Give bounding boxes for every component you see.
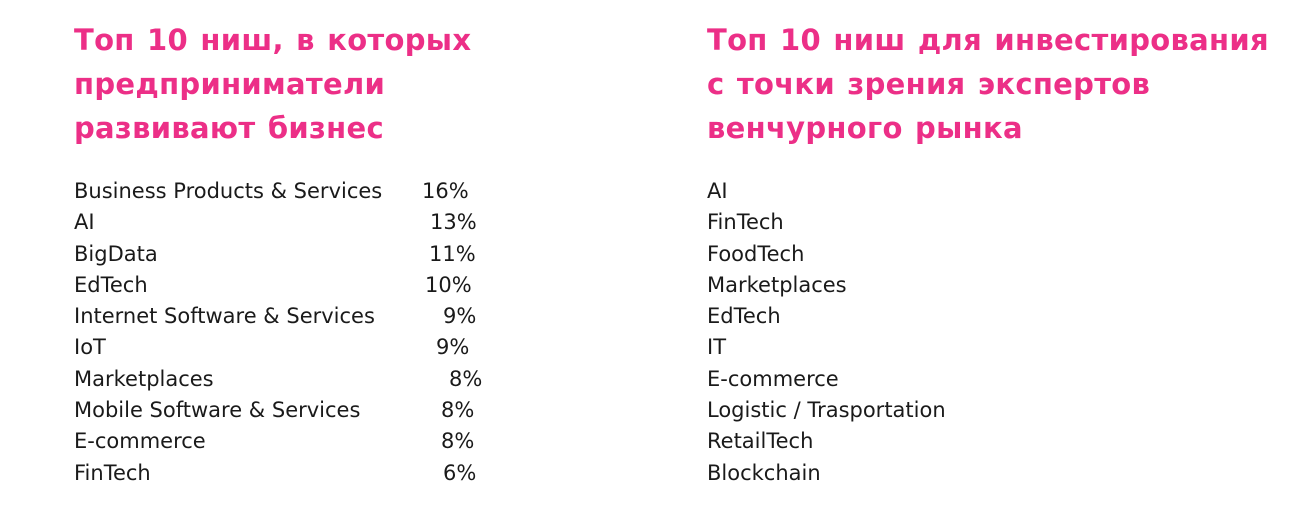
title-line: развивают бизнес <box>74 111 384 145</box>
niche-percent: 13% <box>430 210 477 235</box>
list-item: RetailTech <box>707 429 814 454</box>
list-item: AI <box>707 179 728 203</box>
entrepreneurs-niches-list: Business Products & Services 16% AI 13% Bi… <box>74 176 554 489</box>
niche-percent: 11% <box>429 241 476 266</box>
list-item: Logistic / Trasportation <box>707 398 946 423</box>
list-item: Marketplaces 8% <box>74 364 554 395</box>
title-line: Топ 10 ниш для инвестирования <box>707 23 1269 57</box>
list-item: Marketplaces <box>707 272 847 297</box>
niche-label: Marketplaces <box>74 366 214 391</box>
investors-niches-title: Топ 10 ниш для инвестирования с точки зр… <box>707 18 1269 150</box>
niche-label: E-commerce <box>74 429 206 454</box>
list-item: E-commerce 8% <box>74 426 554 457</box>
niche-percent: 8% <box>449 366 483 391</box>
niche-label: Business Products & Services <box>74 179 383 203</box>
list-item: IoT 9% <box>74 332 554 363</box>
title-line: с точки зрения экспертов <box>707 67 1151 101</box>
list-item: Internet Software & Services 9% <box>74 301 554 332</box>
niche-label: Internet Software & Services <box>74 304 375 329</box>
title-line: предприниматели <box>74 67 386 101</box>
list-item: FoodTech <box>707 241 805 266</box>
list-item: BigData 11% <box>74 239 554 270</box>
list-item: IT <box>707 335 727 360</box>
list-item: AI 13% <box>74 207 554 238</box>
investors-niches-section: Топ 10 ниш для инвестирования с точки зр… <box>707 18 1269 485</box>
niche-label: EdTech <box>74 272 148 297</box>
niche-label: Mobile Software & Services <box>74 398 361 423</box>
niche-label: IoT <box>74 335 106 360</box>
niche-percent: 6% <box>443 460 477 485</box>
niche-percent: 16% <box>422 179 469 203</box>
niche-label: BigData <box>74 241 158 266</box>
title-line: венчурного рынка <box>707 111 1023 145</box>
niche-label: AI <box>74 210 95 235</box>
niche-percent: 9% <box>443 304 477 329</box>
list-item: E-commerce <box>707 366 839 391</box>
list-item: Mobile Software & Services 8% <box>74 395 554 426</box>
niche-percent: 9% <box>436 335 470 360</box>
niche-label: FinTech <box>74 460 151 485</box>
list-item: Blockchain <box>707 460 821 485</box>
entrepreneurs-niches-title: Топ 10 ниш, в которых предприниматели ра… <box>74 18 594 150</box>
list-item: EdTech <box>707 304 781 329</box>
list-item: FinTech <box>707 210 784 235</box>
title-line: Топ 10 ниш, в которых <box>74 23 472 57</box>
niche-percent: 8% <box>441 429 475 454</box>
entrepreneurs-niches-section: Топ 10 ниш, в которых предприниматели ра… <box>74 18 594 485</box>
investors-niches-list: AI FinTech FoodTech Marketplaces EdTech … <box>707 176 946 489</box>
niche-percent: 10% <box>425 272 472 297</box>
niche-percent: 8% <box>441 398 475 423</box>
list-item: FinTech 6% <box>74 458 554 489</box>
list-item: EdTech 10% <box>74 270 554 301</box>
list-item: Business Products & Services 16% <box>74 176 554 207</box>
